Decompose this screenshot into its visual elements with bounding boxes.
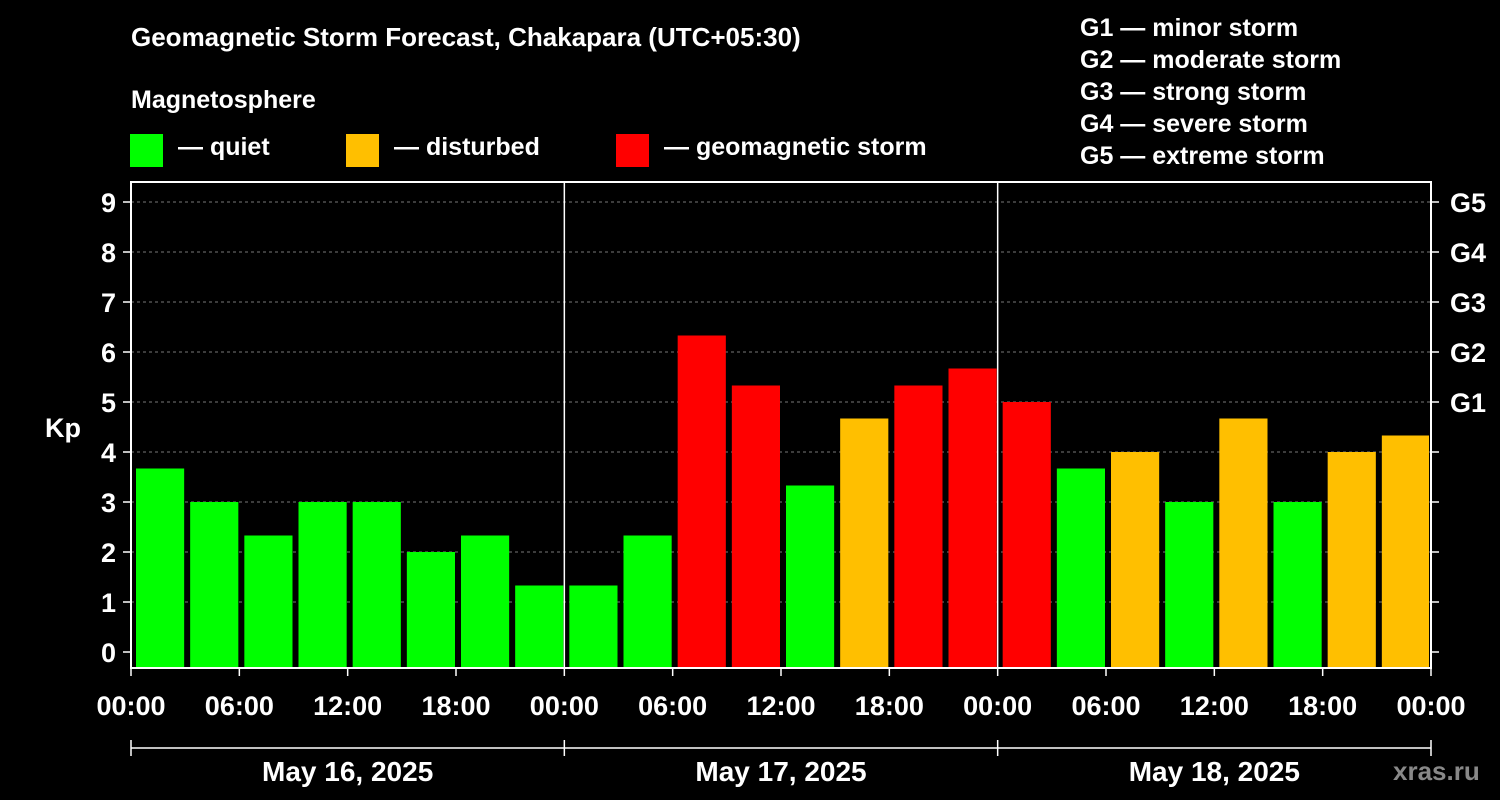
x-tick-label: 06:00 <box>638 691 707 721</box>
x-tick-label: 00:00 <box>1396 691 1465 721</box>
y-tick-label: 6 <box>101 338 116 368</box>
kp-bar <box>1165 502 1214 668</box>
x-tick-label: 00:00 <box>963 691 1032 721</box>
x-tick-label: 18:00 <box>855 691 924 721</box>
kp-bar <box>461 535 510 668</box>
g-scale-item-g2: G2 — moderate storm <box>1080 46 1342 74</box>
kp-bar <box>677 335 726 668</box>
kp-bar <box>569 585 618 668</box>
kp-bar <box>190 502 239 668</box>
kp-bar <box>515 585 564 668</box>
kp-bar <box>1056 468 1105 668</box>
g-scale-item-g1: G1 — minor storm <box>1080 14 1299 42</box>
y-tick-label: 5 <box>101 388 116 418</box>
g-scale-tick-label: G3 <box>1450 288 1486 318</box>
y-tick-label: 8 <box>101 238 116 268</box>
legend-swatch-storm <box>616 134 649 167</box>
kp-bar <box>1002 402 1051 668</box>
kp-bar <box>840 418 889 668</box>
kp-bar <box>786 485 835 668</box>
kp-bar <box>894 385 943 668</box>
legend-label-quiet: — quiet <box>178 133 270 161</box>
y-axis-label: Kp <box>45 413 81 443</box>
y-tick-label: 0 <box>101 638 116 668</box>
day-label: May 17, 2025 <box>695 756 866 787</box>
kp-bar <box>352 502 401 668</box>
kp-bar <box>1111 452 1160 668</box>
x-tick-label: 06:00 <box>205 691 274 721</box>
x-tick-label: 12:00 <box>313 691 382 721</box>
x-tick-label: 06:00 <box>1071 691 1140 721</box>
legend-swatch-quiet <box>130 134 163 167</box>
x-tick-label: 12:00 <box>1180 691 1249 721</box>
y-tick-label: 4 <box>101 438 116 468</box>
day-label: May 18, 2025 <box>1129 756 1300 787</box>
chart-title: Geomagnetic Storm Forecast, Chakapara (U… <box>131 22 801 52</box>
y-tick-label: 3 <box>101 488 116 518</box>
x-tick-label: 18:00 <box>1288 691 1357 721</box>
kp-bar <box>623 535 672 668</box>
g-scale-item-g4: G4 — severe storm <box>1080 110 1308 138</box>
kp-bar <box>948 368 997 668</box>
kp-bar <box>244 535 293 668</box>
kp-bar <box>1273 502 1322 668</box>
kp-bar <box>1381 435 1429 668</box>
kp-bar <box>136 468 185 668</box>
watermark: xras.ru <box>1393 756 1480 786</box>
g-scale-tick-label: G2 <box>1450 338 1486 368</box>
chart-subtitle: Magnetosphere <box>131 86 316 114</box>
kp-bar <box>1327 452 1376 668</box>
kp-bar <box>406 552 455 668</box>
kp-bar <box>1219 418 1268 668</box>
g-scale-tick-label: G1 <box>1450 388 1486 418</box>
y-tick-label: 2 <box>101 538 116 568</box>
x-tick-label: 00:00 <box>96 691 165 721</box>
legend-swatch-disturbed <box>346 134 379 167</box>
g-scale-tick-label: G5 <box>1450 188 1486 218</box>
kp-bar <box>298 502 347 668</box>
legend-label-storm: — geomagnetic storm <box>664 133 927 161</box>
day-label: May 16, 2025 <box>262 756 433 787</box>
g-scale-tick-label: G4 <box>1450 238 1486 268</box>
x-tick-label: 00:00 <box>530 691 599 721</box>
legend-label-disturbed: — disturbed <box>394 133 540 161</box>
x-tick-label: 12:00 <box>746 691 815 721</box>
kp-bar <box>731 385 780 668</box>
g-scale-item-g5: G5 — extreme storm <box>1080 142 1325 170</box>
y-tick-label: 7 <box>101 288 116 318</box>
y-tick-label: 9 <box>101 188 116 218</box>
g-scale-item-g3: G3 — strong storm <box>1080 78 1307 106</box>
x-tick-label: 18:00 <box>421 691 490 721</box>
y-tick-label: 1 <box>101 588 116 618</box>
